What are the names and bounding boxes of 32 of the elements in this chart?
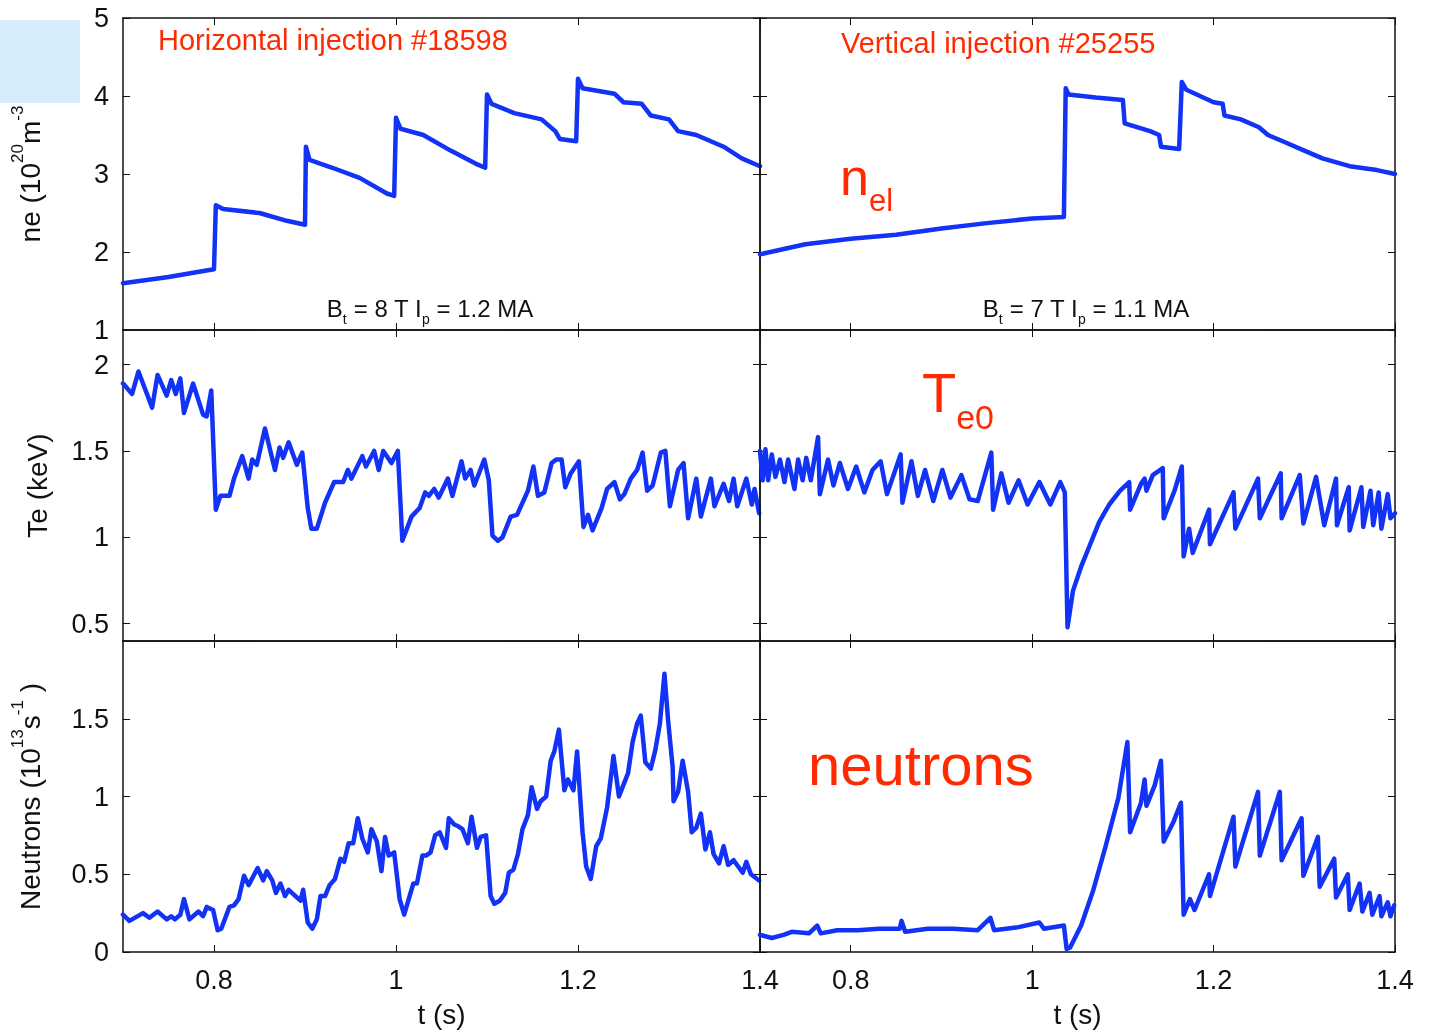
x-tick-label: 1 [388,964,404,995]
line-series [120,76,763,286]
line-series [120,369,762,544]
x-axis-title: t (s) [1053,998,1102,1030]
y-tick-label: 2 [93,349,109,380]
x-tick-label: 1.4 [1376,964,1414,995]
annotation: neutrons [808,732,1034,797]
x-tick-label: 1.2 [559,964,597,995]
y-tick-label: 1.5 [71,435,109,466]
y-tick-label: 3 [93,159,109,189]
y-tick-label: 0.5 [71,608,109,639]
y-tick-label: 1 [93,522,109,553]
y-tick-label: 1.5 [71,703,109,734]
y-tick-label: 4 [93,81,109,111]
x-tick-label: 1.4 [741,964,779,995]
y-tick-label: 0 [93,937,109,967]
y-axis-title: ne (1020m-3 [8,105,46,243]
x-tick-label: 0.8 [195,964,233,995]
y-tick-label: 5 [93,3,109,33]
chart-title: Vertical injection #25255 [841,26,1156,59]
y-tick-label: 1 [93,315,109,345]
chart-title: Horizontal injection #18598 [158,23,508,56]
x-tick-label: 1 [1024,964,1040,995]
line-series [120,671,762,933]
y-tick-label: 2 [93,237,109,267]
x-axis-title: t (s) [417,998,466,1030]
y-tick-label: 1 [93,781,109,812]
x-tick-label: 0.8 [831,964,870,995]
y-axis-title: Neutrons (1013s-1 ) [8,683,46,910]
y-axis-title: Te (keV) [21,433,53,538]
y-tick-label: 0.5 [71,859,109,890]
x-tick-label: 1.2 [1194,964,1233,995]
